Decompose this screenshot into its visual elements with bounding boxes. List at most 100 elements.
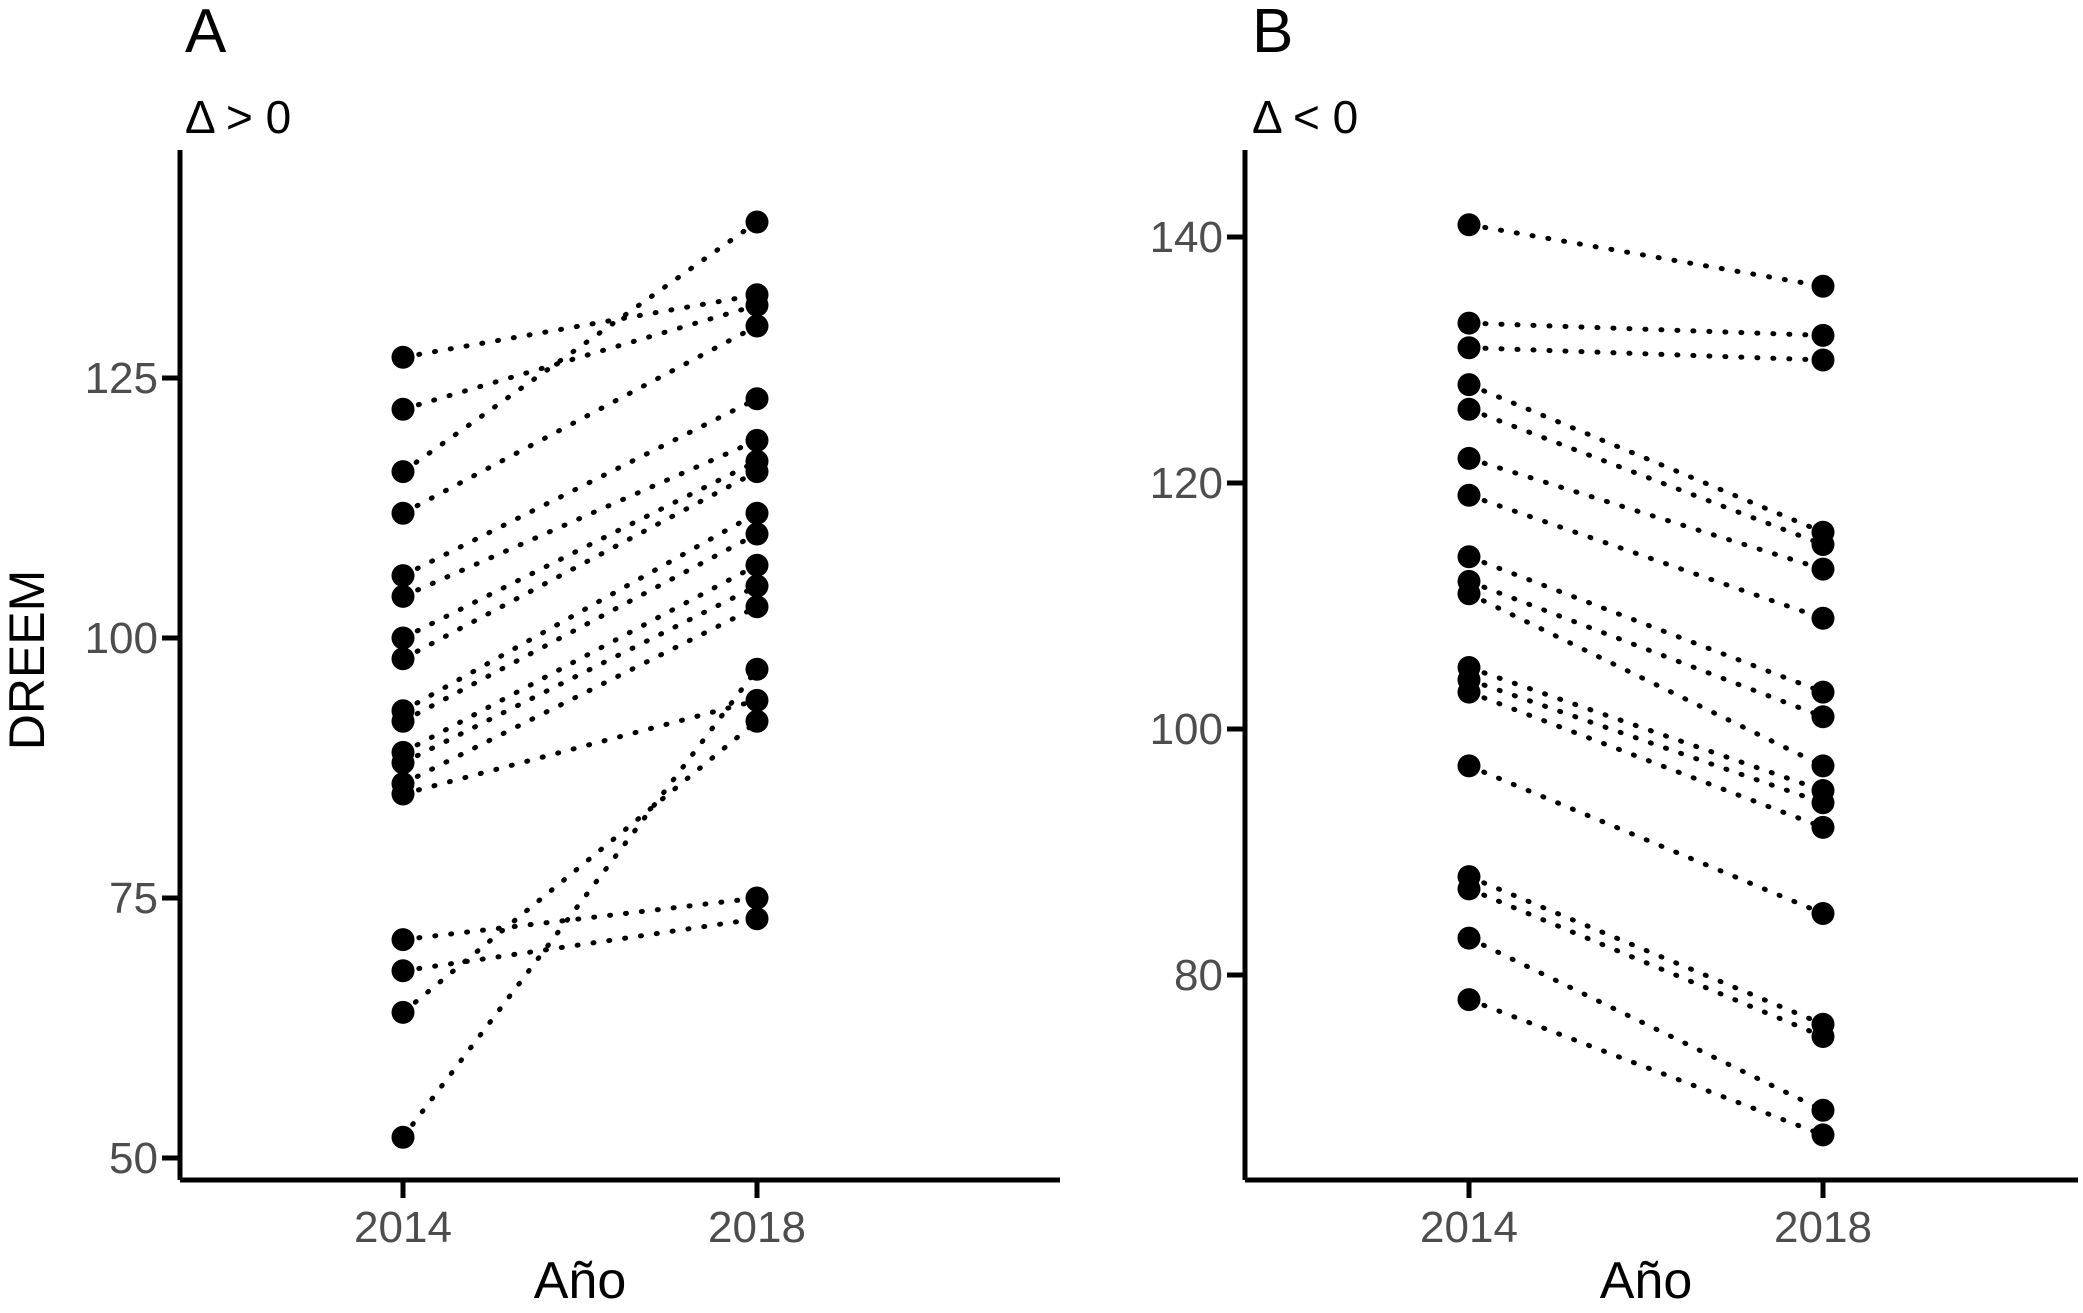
pair-line xyxy=(1466,578,1826,720)
data-point-2014 xyxy=(391,345,415,369)
data-point-2018 xyxy=(745,688,769,712)
data-point-2014 xyxy=(391,751,415,775)
data-point-2018 xyxy=(1811,323,1835,347)
data-point-2014 xyxy=(1457,397,1481,421)
data-point-2014 xyxy=(391,1125,415,1149)
pair-line xyxy=(1466,886,1826,1039)
pair-line xyxy=(1466,591,1826,769)
pair-line xyxy=(1466,345,1826,363)
pair-line xyxy=(400,916,760,974)
y-tick-label: 75 xyxy=(109,874,158,923)
data-point-2018 xyxy=(745,460,769,484)
data-point-2014 xyxy=(391,626,415,650)
pair-line xyxy=(400,302,760,412)
pair-line xyxy=(1466,554,1826,695)
pair-line xyxy=(1466,406,1826,547)
data-point-2014 xyxy=(391,959,415,983)
y-tick-label: 140 xyxy=(1150,213,1223,262)
data-point-2014 xyxy=(1457,446,1481,470)
data-point-2018 xyxy=(1811,1025,1835,1048)
data-point-2014 xyxy=(1457,754,1481,778)
data-point-2014 xyxy=(391,928,415,952)
pair-line xyxy=(1466,665,1826,793)
data-point-2014 xyxy=(1457,877,1481,901)
pair-line xyxy=(400,219,760,475)
data-point-2018 xyxy=(745,709,769,733)
data-point-2018 xyxy=(745,210,769,234)
data-point-2018 xyxy=(745,574,769,598)
x-tick-label: 2014 xyxy=(1420,1203,1518,1252)
data-point-2018 xyxy=(1811,348,1835,372)
pair-line xyxy=(400,531,760,724)
pair-line xyxy=(1466,689,1826,830)
pair-line xyxy=(400,583,760,766)
panel-b-tag: B xyxy=(1252,0,1293,66)
data-point-2018 xyxy=(745,553,769,577)
y-tick-label: 125 xyxy=(85,354,158,403)
data-point-2014 xyxy=(1457,545,1481,569)
data-point-2018 xyxy=(1811,533,1835,556)
data-point-2018 xyxy=(1811,754,1835,778)
data-point-2014 xyxy=(1457,213,1481,237)
data-point-2014 xyxy=(1457,336,1481,360)
data-point-2014 xyxy=(1457,483,1481,507)
pair-line xyxy=(400,604,760,787)
pair-line xyxy=(400,437,760,599)
y-tick-label: 100 xyxy=(1150,705,1223,754)
data-point-2014 xyxy=(391,647,415,671)
pair-line xyxy=(400,697,760,797)
data-point-2014 xyxy=(391,782,415,806)
panel-a-x-axis-title: Año xyxy=(534,1252,627,1310)
pair-line xyxy=(400,323,760,516)
data-point-2014 xyxy=(391,1000,415,1024)
data-point-2014 xyxy=(391,584,415,608)
data-point-2014 xyxy=(1457,680,1481,704)
data-point-2018 xyxy=(745,595,769,619)
data-point-2018 xyxy=(1811,274,1835,298)
pair-line xyxy=(1466,935,1826,1113)
x-tick-label: 2018 xyxy=(1774,1203,1872,1252)
data-point-2014 xyxy=(391,564,415,588)
data-point-2018 xyxy=(1811,680,1835,704)
x-tick-label: 2018 xyxy=(708,1203,806,1252)
data-point-2018 xyxy=(1811,705,1835,729)
data-point-2014 xyxy=(1457,582,1481,606)
data-point-2014 xyxy=(391,501,415,525)
pair-line xyxy=(400,469,760,662)
pair-line xyxy=(1466,874,1826,1027)
data-point-2014 xyxy=(391,397,415,421)
pair-line xyxy=(1466,763,1826,916)
panel-b-x-axis-title: Año xyxy=(1600,1252,1693,1310)
data-point-2018 xyxy=(1811,606,1835,630)
panel-b-plot-area: 80 100 120 140 2014 2018 xyxy=(1150,150,2078,1252)
data-point-2014 xyxy=(391,709,415,733)
panel-a-tag: A xyxy=(185,0,227,66)
pair-line xyxy=(400,718,760,1015)
data-point-2014 xyxy=(1457,988,1481,1012)
panel-a-subtitle: Δ > 0 xyxy=(185,91,291,143)
pair-line xyxy=(400,510,760,714)
data-point-2014 xyxy=(1457,373,1481,397)
pair-line xyxy=(1466,677,1826,806)
data-point-2018 xyxy=(745,907,769,931)
data-point-2018 xyxy=(745,522,769,546)
y-tick-label: 80 xyxy=(1174,951,1223,1000)
data-point-2018 xyxy=(1811,815,1835,839)
pair-line xyxy=(1466,382,1826,535)
pair-line xyxy=(400,562,760,755)
panel-a-y-axis-title: DREEM xyxy=(0,570,55,751)
data-point-2014 xyxy=(1457,926,1481,950)
data-point-2018 xyxy=(745,428,769,452)
data-point-2018 xyxy=(1811,791,1835,815)
y-tick-label: 50 xyxy=(109,1134,158,1183)
data-point-2018 xyxy=(1811,902,1835,925)
data-point-2014 xyxy=(391,460,415,484)
data-point-2018 xyxy=(1811,557,1835,581)
data-point-2018 xyxy=(745,293,769,317)
y-tick-label: 120 xyxy=(1150,459,1223,508)
data-point-2018 xyxy=(745,886,769,910)
data-point-2018 xyxy=(745,501,769,525)
data-point-2018 xyxy=(745,657,769,681)
panel-b-subtitle: Δ < 0 xyxy=(1252,91,1358,143)
